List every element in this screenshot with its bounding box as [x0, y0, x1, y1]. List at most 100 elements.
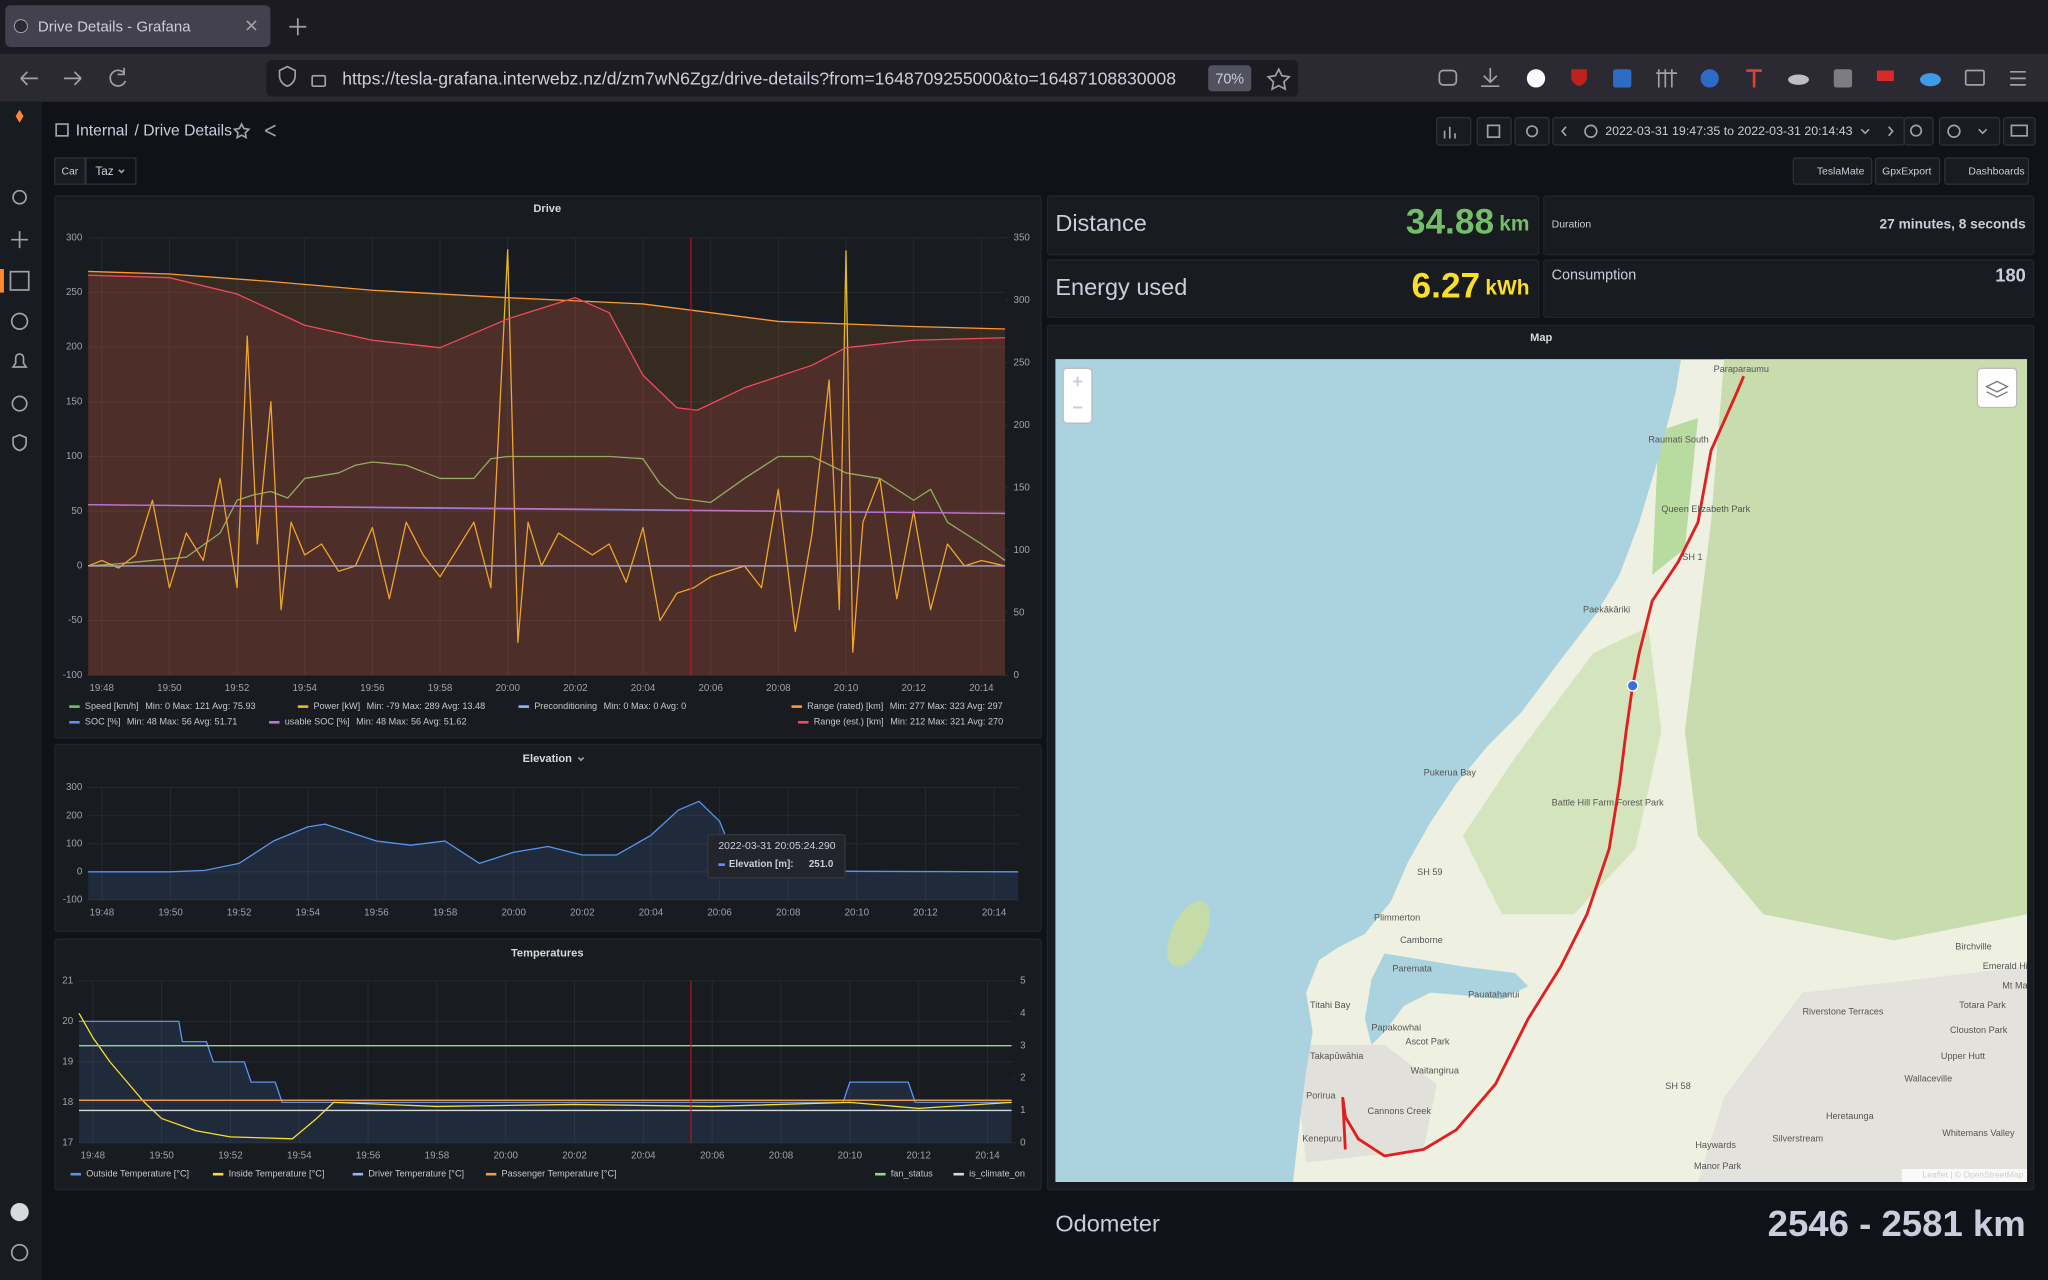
map-forest: [1684, 359, 2028, 941]
legend-label[interactable]: Preconditioning: [534, 701, 597, 711]
ext-icon[interactable]: [1788, 74, 1809, 85]
legend-label[interactable]: Range (est.) [km]: [814, 717, 884, 727]
legend-label[interactable]: is_climate_on: [969, 1169, 1025, 1179]
explore-icon[interactable]: [10, 312, 29, 330]
zoom-in[interactable]: +: [1072, 371, 1083, 392]
legend-label[interactable]: usable SOC [%]: [285, 717, 350, 727]
config-icon[interactable]: [11, 395, 28, 412]
lock-icon[interactable]: [311, 74, 327, 88]
share-button[interactable]: [264, 124, 276, 137]
admin-icon[interactable]: [12, 434, 27, 452]
legend-label[interactable]: Range (rated) [km]: [807, 701, 883, 711]
x-tick-label: 20:04: [639, 908, 664, 919]
x-tick-label: 19:56: [356, 1151, 381, 1162]
link-button[interactable]: [1874, 157, 1941, 185]
tab-close[interactable]: [246, 20, 257, 31]
tv-button[interactable]: [2002, 116, 2036, 146]
x-tick-label: 19:50: [149, 1151, 174, 1162]
series-line: [88, 800, 1019, 873]
time-range[interactable]: 2022-03-31 19:47:35 to 2022-03-31 20:14:…: [1605, 124, 1852, 138]
place-label: Riverstone Terraces: [1802, 1007, 1883, 1017]
ext-icon[interactable]: [1876, 70, 1894, 81]
downloads-icon[interactable]: [1481, 67, 1500, 88]
tab-bar: [0, 0, 2048, 54]
zoom-badge[interactable]: [1208, 65, 1252, 92]
profile-icon[interactable]: [10, 1202, 29, 1222]
menu-icon[interactable]: [2010, 70, 2026, 86]
zoom-out[interactable]: −: [1072, 397, 1083, 418]
place-label: Clouston Park: [1950, 1025, 2008, 1035]
library-icon[interactable]: [1656, 69, 1678, 88]
y2-tick-label: 0: [1020, 1137, 1026, 1148]
chart: Elevation -100 0 100 200 300 19:48 19:50 19:52 19…: [63, 753, 1019, 919]
create-icon[interactable]: [11, 231, 29, 249]
y-tick-label: -100: [63, 670, 83, 681]
y2-tick-label: 100: [1014, 545, 1031, 556]
legend-stats: Min: -79 Max: 289 Avg: 13.48: [367, 701, 486, 711]
x-tick-label: 20:12: [913, 908, 937, 919]
add-panel-button[interactable]: [1436, 116, 1472, 146]
map[interactable]: Paraparaumu Raumati South Queen Elizabeth …: [1055, 359, 2032, 1183]
y2-tick-label: 1: [1020, 1105, 1025, 1116]
zoom-icon: [1910, 124, 1923, 137]
reload-button[interactable]: [109, 67, 127, 87]
x-tick-label: 19:58: [433, 908, 458, 919]
shield-icon[interactable]: [278, 65, 297, 88]
star-button[interactable]: [232, 122, 251, 140]
x-tick-label: 19:50: [158, 908, 183, 919]
reader-icon[interactable]: [1964, 69, 1985, 86]
ext-icon[interactable]: [1526, 69, 1546, 88]
charts: Drive-100-500501001502002503000501001502…: [62, 203, 1030, 1179]
map-urban: [1697, 966, 2028, 1183]
place-label: Queen Elizabeth Park: [1661, 504, 1750, 514]
url-field[interactable]: [266, 60, 1299, 97]
x-tick-label: 19:48: [89, 683, 114, 694]
ext-icon[interactable]: [1833, 69, 1853, 88]
bookmark-star[interactable]: [1266, 67, 1291, 91]
legend-label[interactable]: fan_status: [891, 1169, 934, 1179]
breadcrumb-folder[interactable]: Internal: [76, 122, 128, 139]
place-label: Paraparaumu: [1714, 364, 1769, 374]
legend-label[interactable]: Inside Temperature [°C]: [229, 1169, 325, 1179]
ext-icon[interactable]: [1920, 73, 1941, 87]
back-button[interactable]: [20, 71, 38, 86]
place-label: SH 1: [1682, 552, 1702, 562]
alerting-icon[interactable]: [11, 353, 28, 368]
refresh-button[interactable]: [1938, 116, 2001, 146]
legend-label[interactable]: Passenger Temperature [°C]: [502, 1169, 617, 1179]
link-button[interactable]: [1792, 157, 1873, 185]
zoom-level: 70%: [1215, 71, 1244, 87]
sidebar: [0, 101, 42, 1280]
help-icon[interactable]: [10, 1243, 29, 1262]
energy-panel: [1046, 259, 1540, 319]
ext-icon[interactable]: [1746, 69, 1762, 88]
legend-label[interactable]: SOC [%]: [85, 717, 121, 727]
forward-button[interactable]: [63, 71, 82, 86]
attribution[interactable]: Leaflet | © OpenStreetMap: [1922, 1170, 2023, 1180]
link-button[interactable]: [1944, 157, 2030, 185]
legend-label[interactable]: Outside Temperature [°C]: [86, 1169, 189, 1179]
zoom-out-button[interactable]: [1903, 116, 1934, 146]
layers-control[interactable]: [1976, 367, 2018, 409]
y2-tick-label: 4: [1020, 1008, 1026, 1019]
legend-label[interactable]: Driver Temperature [°C]: [368, 1169, 464, 1179]
legend-label[interactable]: Speed [km/h]: [85, 701, 139, 711]
map-harbour: [1364, 953, 1529, 1045]
ext-icon[interactable]: [1613, 69, 1632, 88]
ublock-icon[interactable]: [1571, 69, 1587, 87]
pocket-icon[interactable]: [1438, 69, 1458, 86]
place-label: Camborne: [1400, 935, 1443, 945]
consumption-value: 180: [1995, 265, 2025, 286]
search-icon[interactable]: [12, 189, 27, 205]
save-button[interactable]: [1476, 116, 1512, 146]
new-tab[interactable]: [289, 18, 307, 36]
breadcrumb-title[interactable]: / Drive Details: [135, 122, 233, 139]
dashboards-icon[interactable]: [9, 270, 30, 291]
legend-label[interactable]: Power [kW]: [313, 701, 360, 711]
settings-button[interactable]: [1514, 116, 1550, 146]
variable-select[interactable]: [85, 157, 137, 185]
series-line: [79, 1020, 1012, 1104]
active-tab[interactable]: [5, 5, 271, 48]
ext-icon[interactable]: [1700, 69, 1719, 88]
series-line: [87, 249, 1006, 653]
